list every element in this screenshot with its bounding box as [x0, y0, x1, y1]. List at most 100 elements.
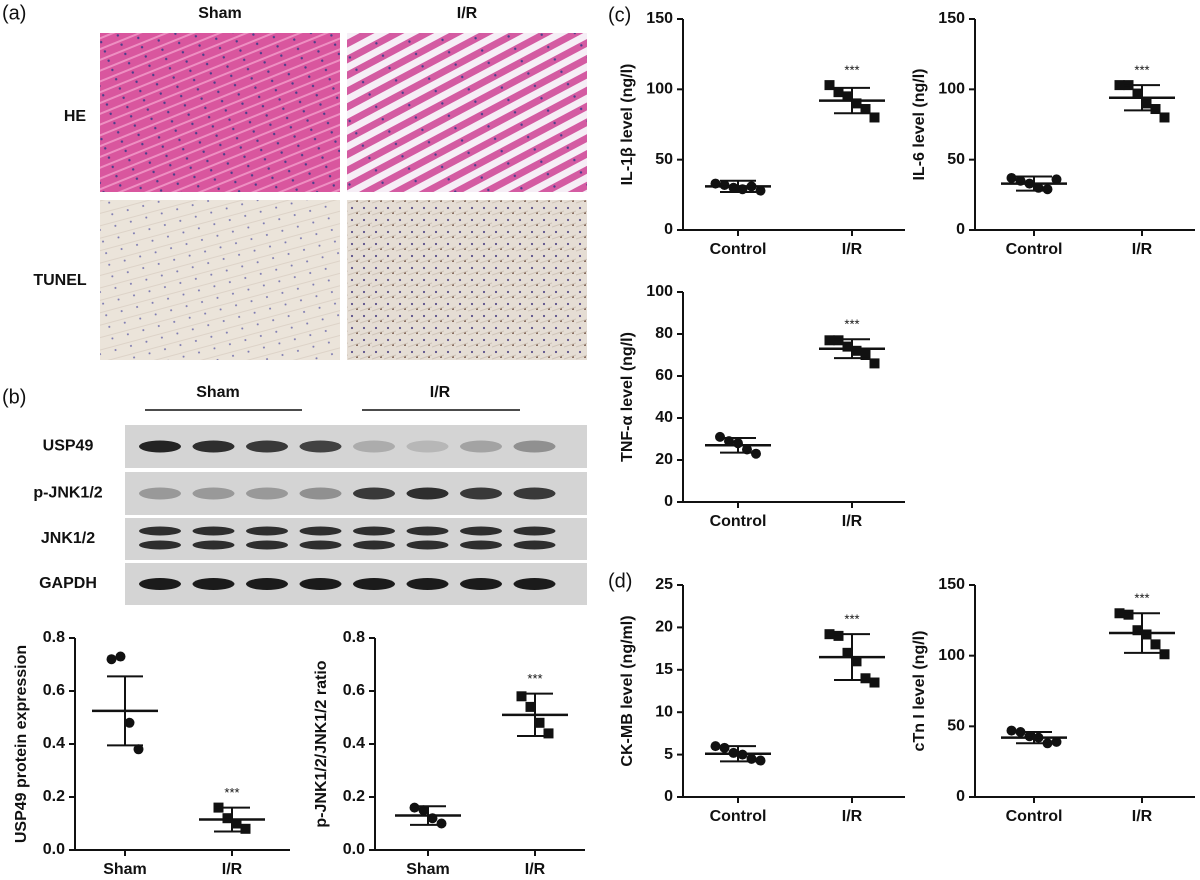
tunel-image — [347, 200, 587, 360]
y-tick-label: 15 — [655, 661, 673, 678]
data-point — [516, 691, 527, 702]
row-label: HE — [64, 108, 87, 125]
y-tick-label: 50 — [655, 151, 673, 168]
data-point — [851, 345, 862, 356]
data-point — [869, 358, 880, 369]
blot-band — [299, 540, 342, 550]
blot-band — [353, 440, 395, 453]
y-tick-label: 0 — [956, 221, 965, 238]
blot-band — [299, 440, 342, 453]
x-tick-label: Control — [710, 241, 767, 258]
x-tick-label: Control — [710, 513, 767, 530]
data-point — [833, 87, 844, 98]
y-tick-label: 0 — [956, 788, 965, 805]
y-tick-label: 60 — [655, 367, 673, 384]
x-tick-label: Sham — [406, 861, 450, 878]
blot-band — [460, 540, 502, 550]
blot-band — [246, 578, 288, 590]
significance: *** — [1134, 591, 1149, 606]
blot-band — [139, 540, 181, 550]
x-tick-label: I/R — [842, 808, 863, 825]
y-axis-label: TNF-α level (ng/l) — [619, 332, 636, 462]
y-axis-label: USP49 protein expression — [13, 645, 30, 843]
y-tick-label: 150 — [938, 10, 965, 27]
western-blot: USP49 p-JNK1/2 JNK1/2 GAPDH — [33, 425, 587, 605]
data-point — [534, 717, 545, 728]
data-point — [133, 744, 144, 755]
blot-band — [513, 440, 556, 453]
data-point — [124, 717, 135, 728]
data-point — [715, 431, 725, 442]
data-point — [106, 654, 117, 665]
panel-label: (a) — [2, 2, 26, 24]
blot-band — [299, 526, 342, 536]
x-tick-label: Control — [1006, 241, 1063, 258]
blot-band — [139, 526, 181, 536]
data-point — [1006, 725, 1017, 736]
data-point — [755, 185, 766, 196]
blot-band — [139, 487, 181, 500]
data-point — [1141, 629, 1152, 640]
data-point — [710, 741, 721, 752]
y-tick-label: 80 — [655, 325, 673, 342]
blot-row-label: JNK1/2 — [41, 530, 95, 547]
blot-band — [513, 540, 556, 550]
data-point — [1114, 608, 1125, 619]
y-tick-label: 0.2 — [343, 788, 365, 805]
y-tick-label: 0.6 — [43, 682, 65, 699]
blot-band — [353, 540, 395, 550]
blot-band — [299, 578, 342, 590]
panel-label: (d) — [608, 570, 632, 592]
blot-band — [406, 487, 449, 500]
data-point — [1042, 184, 1053, 195]
blot-band — [406, 578, 449, 590]
blot-band — [246, 526, 288, 536]
y-tick-label: 0 — [664, 221, 673, 238]
row-label: TUNEL — [33, 272, 87, 289]
blot-strip — [125, 518, 587, 560]
data-point — [860, 104, 871, 115]
y-axis-label: IL-6 level (ng/l) — [911, 68, 928, 180]
x-tick-label: I/R — [842, 241, 863, 258]
tunel-image — [100, 200, 340, 360]
x-tick-label: Control — [1006, 808, 1063, 825]
blot-band — [513, 487, 556, 500]
data-point — [842, 647, 853, 658]
data-point — [1051, 174, 1062, 185]
y-tick-label: 0 — [664, 788, 673, 805]
y-tick-label: 100 — [938, 81, 965, 98]
data-point — [525, 701, 536, 712]
blot-band — [513, 578, 556, 590]
blot-band — [406, 440, 449, 453]
significance: *** — [844, 612, 859, 627]
y-tick-label: 150 — [938, 576, 965, 593]
x-tick-label: I/R — [525, 861, 546, 878]
data-point — [1159, 112, 1170, 123]
y-tick-label: 50 — [947, 151, 965, 168]
significance: *** — [844, 63, 859, 78]
blot-band — [192, 440, 235, 453]
column-label: I/R — [457, 5, 478, 22]
data-point — [842, 341, 853, 352]
data-point — [1051, 736, 1062, 747]
data-point — [751, 448, 761, 459]
y-tick-label: 0.2 — [43, 788, 65, 805]
y-tick-label: 25 — [655, 576, 673, 593]
y-tick-label: 20 — [655, 451, 673, 468]
data-point — [1006, 172, 1017, 183]
blot-band — [460, 440, 502, 453]
data-point — [231, 818, 242, 829]
significance: *** — [527, 671, 542, 686]
significance: *** — [224, 785, 239, 800]
y-tick-label: 50 — [947, 718, 965, 735]
y-axis-label: p-JNK1/2/JNK1/2 ratio — [313, 660, 330, 827]
data-point — [869, 677, 880, 688]
he-image — [100, 33, 340, 192]
data-point — [833, 630, 844, 641]
y-tick-label: 0 — [664, 493, 673, 510]
y-tick-label: 0.0 — [343, 841, 365, 858]
data-point — [824, 80, 835, 91]
y-tick-label: 100 — [646, 283, 673, 300]
blot-group: Sham — [196, 384, 240, 401]
blot-band — [139, 578, 181, 590]
